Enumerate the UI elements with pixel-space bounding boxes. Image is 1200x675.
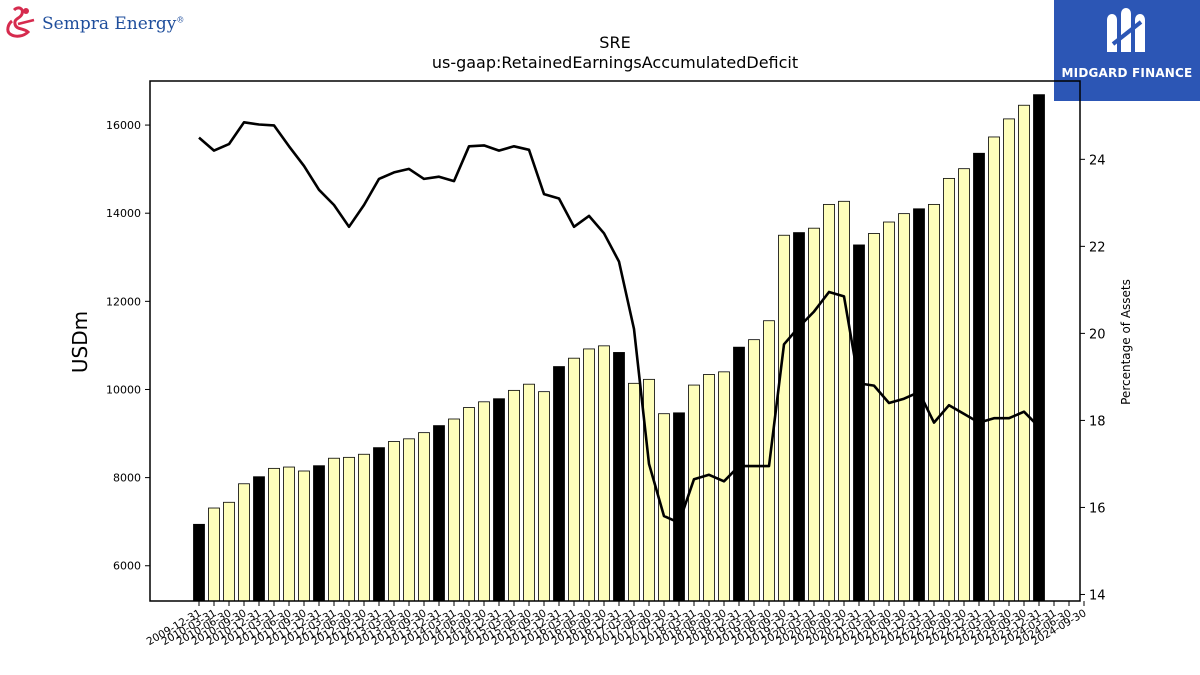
quarterly-bar <box>268 467 280 602</box>
quarterly-bar <box>598 345 610 602</box>
quarterly-bar <box>568 357 580 602</box>
quarterly-bar <box>958 168 970 602</box>
annual-bar <box>1033 94 1045 602</box>
quarterly-bar <box>928 203 940 602</box>
annual-bar <box>193 523 205 602</box>
percentage-of-assets-line <box>198 121 1040 525</box>
quarterly-bar <box>508 389 520 602</box>
y-tick-label: 14000 <box>106 207 141 220</box>
y2-axis-label: Percentage of Assets <box>1119 279 1133 405</box>
quarterly-bar <box>283 466 295 602</box>
y-tick-label: 16000 <box>106 119 141 132</box>
quarterly-bar <box>988 136 1000 602</box>
quarterly-bar <box>223 501 235 602</box>
quarterly-bar <box>778 234 790 602</box>
y-axis-label: USDm <box>68 311 92 373</box>
quarterly-bar <box>718 371 730 602</box>
quarterly-bar <box>523 383 535 602</box>
annual-bar <box>973 152 985 602</box>
quarterly-bar <box>643 378 655 602</box>
sempra-flame-figure-icon <box>6 6 35 38</box>
annual-bar <box>913 208 925 602</box>
midgard-m-logo-icon <box>1107 8 1145 52</box>
quarterly-bar <box>388 441 400 602</box>
y-tick-label: 12000 <box>106 295 141 308</box>
annual-bar <box>373 447 385 602</box>
y-tick-label: 6000 <box>113 560 141 573</box>
y2-tick-label: 24 <box>1089 153 1106 168</box>
y2-tick-label: 16 <box>1089 501 1106 516</box>
quarterly-bar <box>238 483 250 602</box>
plot-frame <box>149 80 1081 602</box>
quarterly-bar <box>883 221 895 602</box>
quarterly-bar <box>748 339 760 602</box>
y2-tick-label: 22 <box>1089 240 1106 255</box>
annual-bar <box>853 244 865 602</box>
annual-bar <box>433 425 445 602</box>
annual-bar <box>613 352 625 602</box>
annual-bar <box>733 346 745 602</box>
annual-bar <box>673 412 685 602</box>
y2-tick-label: 20 <box>1089 327 1106 342</box>
quarterly-bar <box>208 507 220 602</box>
annual-bar <box>313 465 325 602</box>
annual-bar <box>493 398 505 602</box>
quarterly-bar <box>403 438 415 602</box>
quarterly-bar <box>628 382 640 602</box>
quarterly-bar <box>703 374 715 602</box>
annual-bar <box>553 366 565 602</box>
quarterly-bar <box>418 432 430 602</box>
quarterly-bar <box>868 233 880 602</box>
chart-title: SRE <box>599 33 630 52</box>
quarterly-bar <box>1003 118 1015 602</box>
annual-bar <box>793 232 805 602</box>
quarterly-bar <box>343 456 355 602</box>
y-tick-label: 10000 <box>106 383 141 396</box>
quarterly-bar <box>943 177 955 602</box>
quarterly-bar <box>583 348 595 602</box>
y2-tick-label: 14 <box>1089 588 1106 603</box>
brand-logo: Sempra Energy® <box>4 4 184 44</box>
badge-name: MIDGARD FINANCE <box>1061 66 1193 80</box>
quarterly-bar <box>538 391 550 602</box>
quarterly-bar <box>898 213 910 602</box>
midgard-finance-badge: MIDGARD FINANCE <box>1054 0 1200 101</box>
quarterly-bar <box>358 453 370 602</box>
quarterly-bar <box>448 418 460 602</box>
quarterly-bar <box>298 470 310 602</box>
quarterly-bar <box>1018 104 1030 602</box>
chart-subtitle: us-gaap:RetainedEarningsAccumulatedDefic… <box>432 53 798 72</box>
y2-tick-label: 18 <box>1089 414 1106 429</box>
quarterly-bar <box>478 401 490 602</box>
quarterly-bar <box>463 407 475 602</box>
annual-bar <box>253 476 265 602</box>
quarterly-bar <box>328 457 340 602</box>
y-tick-label: 8000 <box>113 472 141 485</box>
quarterly-bar <box>838 200 850 602</box>
quarterly-bar <box>823 203 835 602</box>
brand-name: Sempra Energy® <box>42 14 185 34</box>
quarterly-bar <box>808 227 820 602</box>
